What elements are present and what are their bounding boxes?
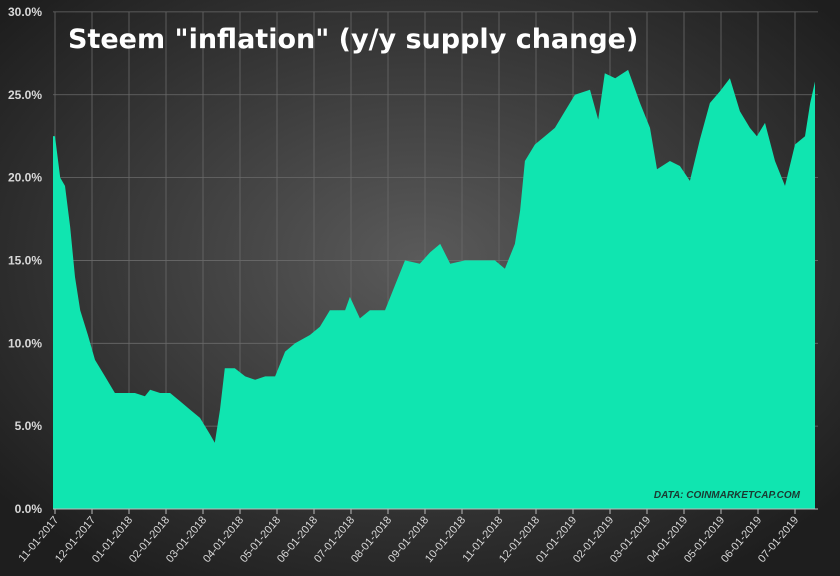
- y-tick-label: 30.0%: [8, 5, 42, 19]
- y-tick-label: 15.0%: [8, 253, 42, 267]
- chart-title: Steem "inflation" (y/y supply change): [68, 24, 638, 55]
- y-tick-label: 20.0%: [8, 171, 42, 185]
- y-tick-label: 0.0%: [15, 502, 43, 516]
- y-axis: 0.0% 5.0% 10.0% 15.0% 20.0% 25.0% 30.0%: [8, 5, 42, 516]
- y-tick-label: 5.0%: [15, 419, 43, 433]
- inflation-area: [53, 69, 815, 510]
- data-source-label: DATA: COINMARKETCAP.COM: [654, 490, 801, 501]
- y-tick-label: 10.0%: [8, 336, 42, 350]
- y-tick-label: 25.0%: [8, 88, 42, 102]
